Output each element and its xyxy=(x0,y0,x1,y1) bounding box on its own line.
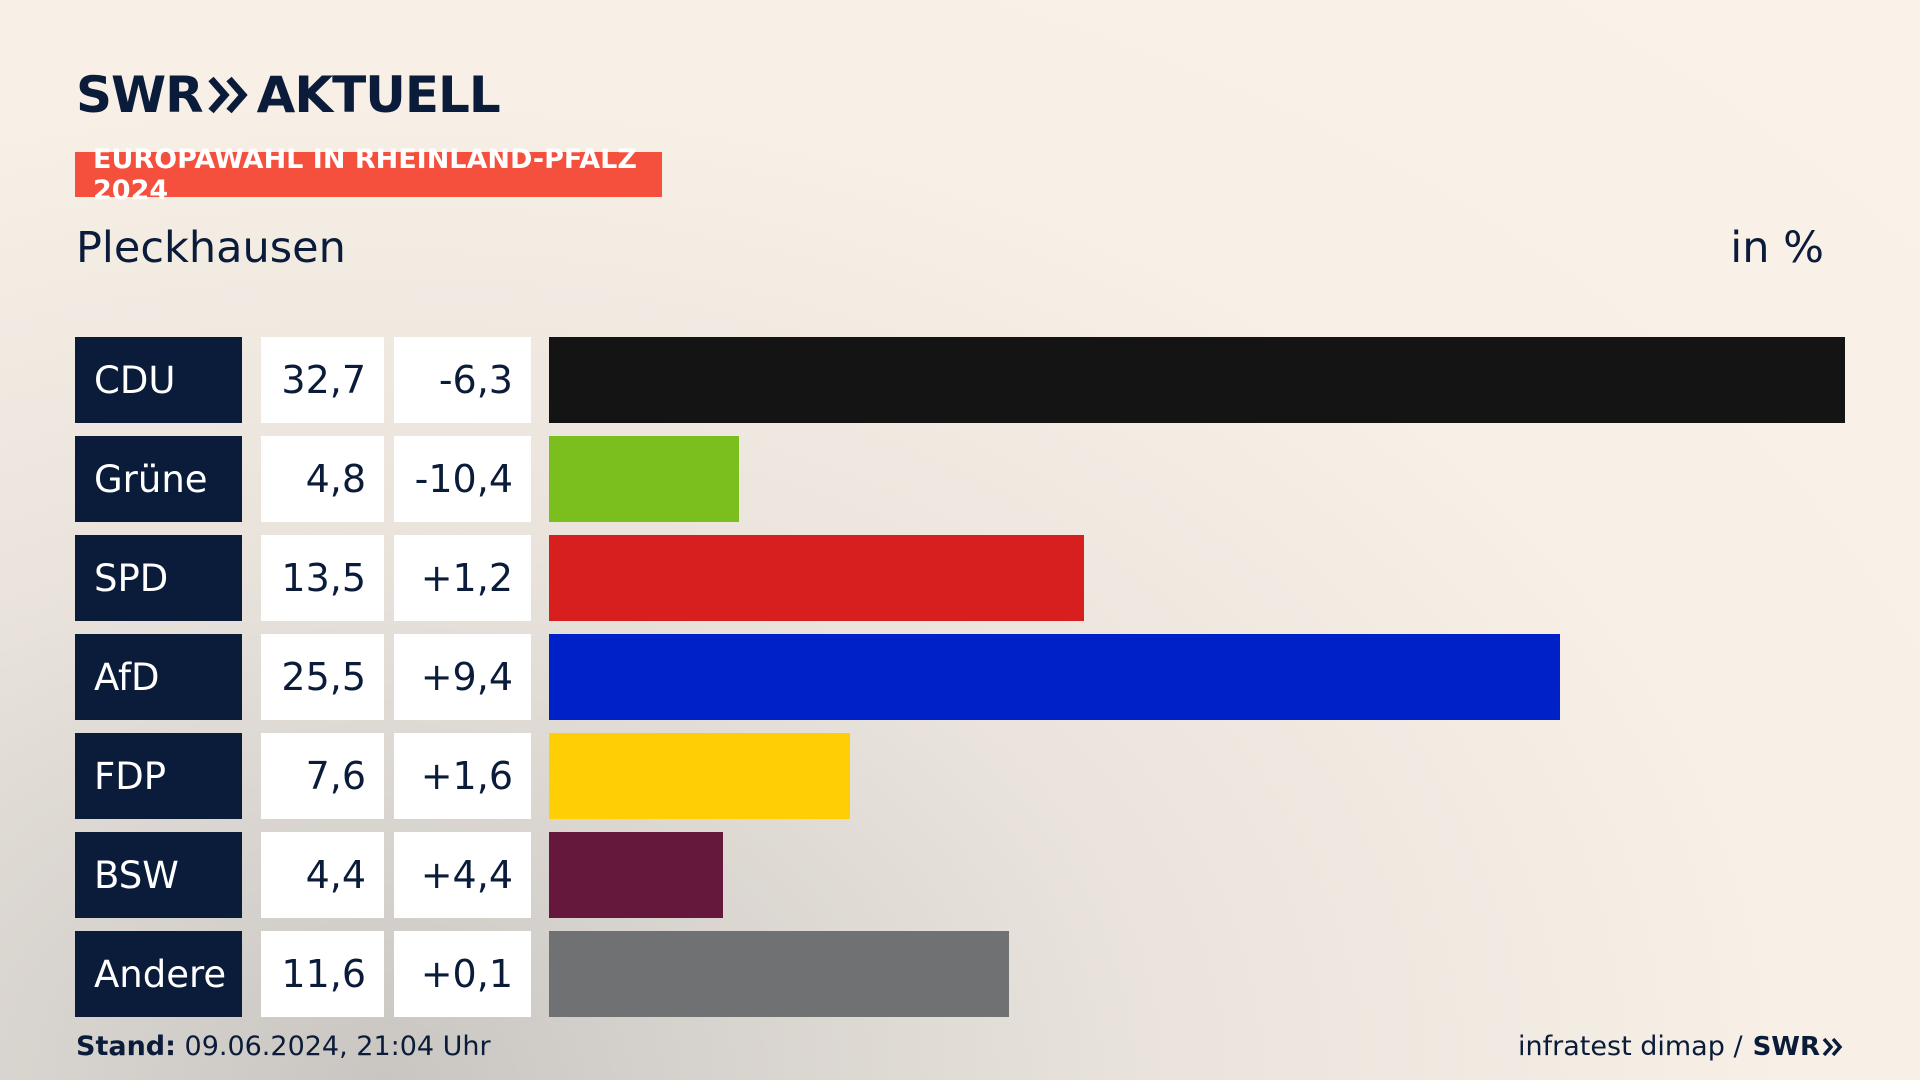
stand-value: 09.06.2024, 21:04 Uhr xyxy=(184,1031,491,1062)
result-row-bsw: BSW 4,4 +4,4 xyxy=(0,832,1920,918)
result-row-grüne: Grüne 4,8 -10,4 xyxy=(0,436,1920,522)
small-double-chevron-icon xyxy=(1822,1037,1843,1057)
party-label: AfD xyxy=(75,634,242,720)
vote-change-value: +1,2 xyxy=(394,535,531,621)
vote-share-value: 32,7 xyxy=(261,337,384,423)
vote-change-value: +1,6 xyxy=(394,733,531,819)
result-row-afd: AfD 25,5 +9,4 xyxy=(0,634,1920,720)
vote-share-value: 13,5 xyxy=(261,535,384,621)
party-label: Andere xyxy=(75,931,242,1017)
party-label: BSW xyxy=(75,832,242,918)
vote-share-value: 4,8 xyxy=(261,436,384,522)
vote-change-value: +4,4 xyxy=(394,832,531,918)
result-row-andere: Andere 11,6 +0,1 xyxy=(0,931,1920,1017)
result-bar xyxy=(549,832,723,918)
source-text: infratest dimap / xyxy=(1518,1031,1743,1062)
result-row-fdp: FDP 7,6 +1,6 xyxy=(0,733,1920,819)
place-title: Pleckhausen xyxy=(76,223,346,273)
double-chevron-icon xyxy=(208,76,248,114)
result-bar xyxy=(549,634,1560,720)
vote-change-value: +9,4 xyxy=(394,634,531,720)
party-label: SPD xyxy=(75,535,242,621)
vote-change-value: -10,4 xyxy=(394,436,531,522)
vote-share-value: 7,6 xyxy=(261,733,384,819)
vote-share-value: 4,4 xyxy=(261,832,384,918)
result-row-spd: SPD 13,5 +1,2 xyxy=(0,535,1920,621)
swr-aktuell-logo: SWR AKTUELL xyxy=(76,66,501,124)
result-bar xyxy=(549,436,739,522)
result-bar xyxy=(549,337,1845,423)
result-bar xyxy=(549,931,1009,1017)
unit-label: in % xyxy=(1730,223,1824,273)
stand-label: Stand: xyxy=(76,1031,176,1062)
timestamp: Stand: 09.06.2024, 21:04 Uhr xyxy=(76,1030,491,1064)
vote-change-value: -6,3 xyxy=(394,337,531,423)
source-credit: infratest dimap / SWR xyxy=(1518,1030,1844,1064)
vote-share-value: 25,5 xyxy=(261,634,384,720)
source-logo-text: SWR xyxy=(1752,1032,1820,1062)
result-bar xyxy=(549,535,1084,621)
result-bar xyxy=(549,733,850,819)
vote-share-value: 11,6 xyxy=(261,931,384,1017)
party-label: CDU xyxy=(75,337,242,423)
vote-change-value: +0,1 xyxy=(394,931,531,1017)
party-label: Grüne xyxy=(75,436,242,522)
party-label: FDP xyxy=(75,733,242,819)
logo-swr-text: SWR xyxy=(76,66,204,124)
logo-aktuell-text: AKTUELL xyxy=(256,66,501,124)
result-row-cdu: CDU 32,7 -6,3 xyxy=(0,337,1920,423)
